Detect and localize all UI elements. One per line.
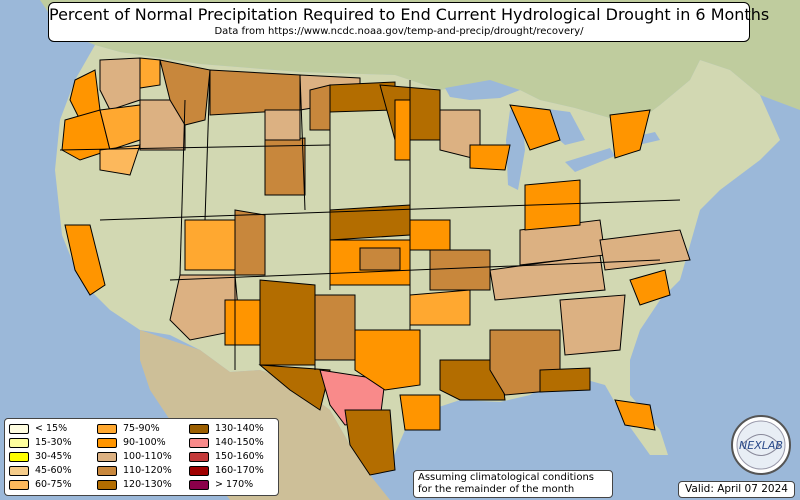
- region-wa-northeast: [139, 57, 161, 89]
- note-line-2: for the remainder of the month: [418, 484, 575, 495]
- region-ar: [429, 249, 491, 291]
- region-tx-west: [258, 364, 331, 411]
- region-tx-east: [399, 394, 441, 431]
- legend-swatch: [9, 437, 29, 448]
- legend-item: 160-170%: [189, 465, 264, 477]
- region-nv-north: [99, 144, 141, 176]
- legend-item: 90-100%: [97, 437, 166, 449]
- lake-michigan: [506, 110, 525, 190]
- region-id: [159, 59, 211, 126]
- legend-swatch: [97, 437, 117, 448]
- map-subtitle: Data from https://www.ncdc.noaa.gov/temp…: [214, 26, 584, 37]
- legend-swatch: [189, 479, 209, 490]
- valid-date: Valid: April 07 2024: [678, 481, 795, 498]
- legend-item: 150-160%: [189, 451, 264, 463]
- legend-swatch: [97, 479, 117, 490]
- region-tx-south: [344, 409, 396, 476]
- region-in-oh: [524, 179, 581, 231]
- logo-text: NEXLAB: [739, 439, 783, 452]
- legend-item: 110-120%: [97, 465, 172, 477]
- region-wa-east: [99, 57, 141, 111]
- region-sc-ga: [559, 294, 626, 356]
- region-mt: [209, 69, 301, 116]
- region-va: [599, 229, 691, 271]
- region-az: [169, 274, 241, 341]
- region-wy-west: [264, 109, 301, 141]
- lake-erie: [565, 148, 615, 172]
- title-box: Percent of Normal Precipitation Required…: [48, 2, 770, 42]
- legend-item: 130-140%: [189, 423, 264, 435]
- legend-swatch: [9, 479, 29, 490]
- region-nd-west: [309, 84, 331, 131]
- state-borders: [59, 69, 681, 370]
- legend-swatch: [9, 423, 29, 434]
- region-nm-east: [314, 294, 356, 361]
- legend-item: 120-130%: [97, 479, 172, 491]
- legend-item: 75-90%: [97, 423, 160, 435]
- legend-item: > 170%: [189, 479, 253, 491]
- lake-superior: [445, 80, 520, 100]
- legend-swatch: [9, 465, 29, 476]
- legend-swatch: [97, 465, 117, 476]
- drought-regions: [61, 57, 691, 476]
- legend-swatch: [9, 451, 29, 462]
- legend-item: 100-110%: [97, 451, 172, 463]
- legend-swatch: [97, 423, 117, 434]
- region-ut: [184, 219, 236, 271]
- region-ny: [609, 109, 651, 159]
- region-or-west: [61, 109, 111, 161]
- note-line-1: Assuming climatological conditions: [418, 472, 594, 483]
- nexlab-logo-icon: NEXLAB: [731, 415, 791, 475]
- legend-swatch: [189, 437, 209, 448]
- region-il-north: [469, 144, 511, 171]
- legend-item: 30-45%: [9, 451, 72, 463]
- legend-swatch: [189, 423, 209, 434]
- region-mn-south: [394, 99, 411, 161]
- legend-item: 15-30%: [9, 437, 72, 449]
- legend-swatch: [189, 465, 209, 476]
- legend-swatch: [189, 451, 209, 462]
- region-co-west: [234, 209, 266, 276]
- region-ca-central: [64, 224, 106, 296]
- assumption-note: Assuming climatological conditions for t…: [413, 470, 613, 498]
- region-ks-center: [359, 247, 401, 271]
- legend-item: 60-75%: [9, 479, 72, 491]
- map-title: Percent of Normal Precipitation Required…: [49, 5, 770, 24]
- legend-item: 45-60%: [9, 465, 72, 477]
- region-nm: [259, 279, 316, 366]
- legend-item: 140-150%: [189, 437, 264, 449]
- region-mi-up: [509, 104, 561, 151]
- region-nc-coast: [629, 269, 671, 306]
- region-fl: [614, 399, 656, 431]
- region-az-east: [224, 299, 261, 346]
- legend: < 15% 15-30% 30-45% 45-60% 60-75% 75-90%…: [4, 418, 279, 496]
- legend-swatch: [97, 451, 117, 462]
- region-ok-ar: [409, 289, 471, 326]
- region-gulf-al: [539, 367, 591, 393]
- region-tx-north: [354, 329, 421, 391]
- legend-item: < 15%: [9, 423, 67, 435]
- region-mo-north: [409, 219, 451, 251]
